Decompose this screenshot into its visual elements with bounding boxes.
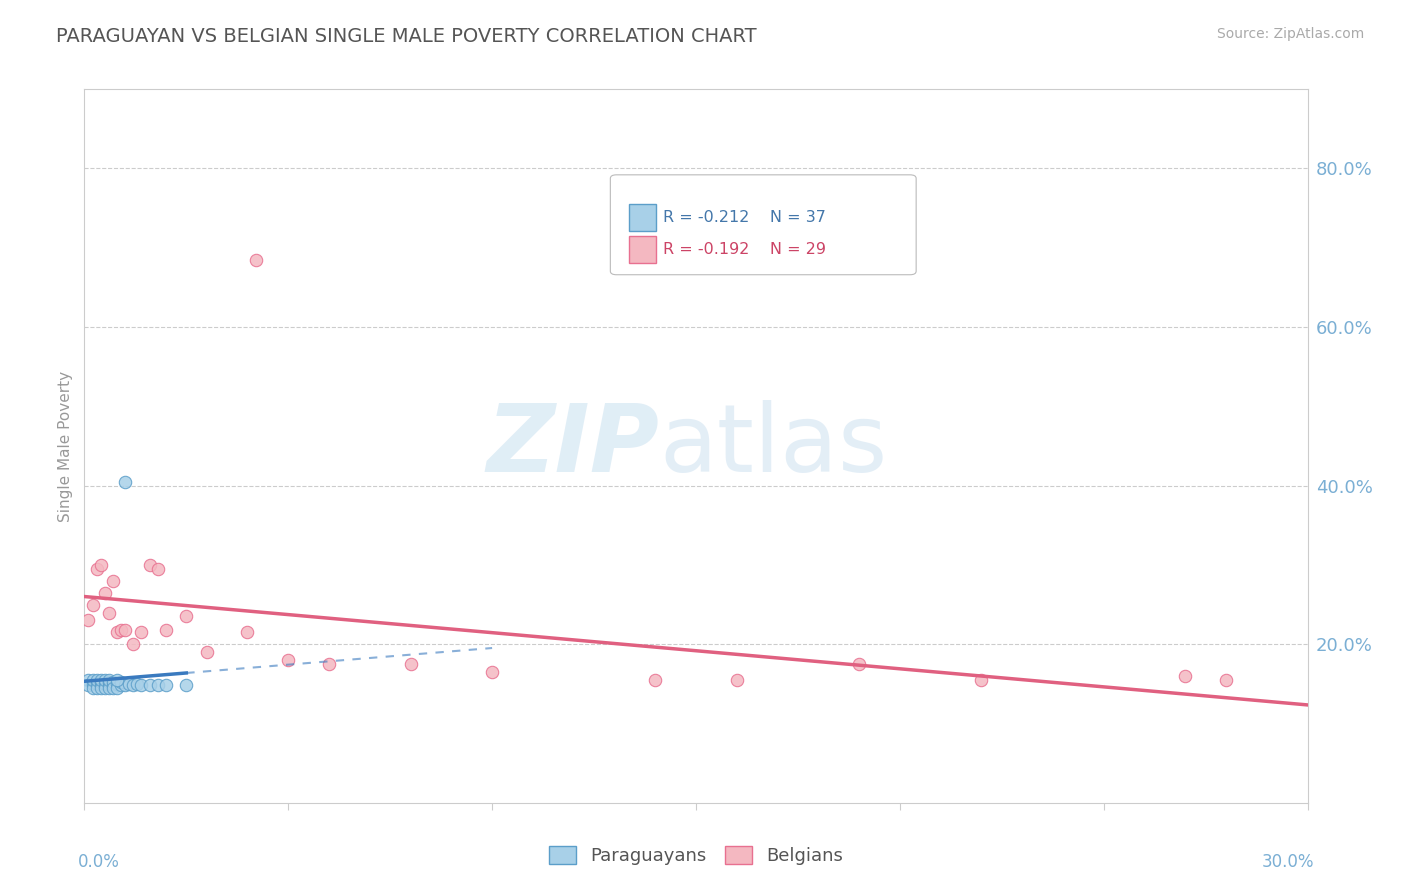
Point <box>118 677 141 691</box>
Y-axis label: Single Male Poverty: Single Male Poverty <box>58 370 73 522</box>
Point <box>86 562 108 576</box>
Point <box>195 645 218 659</box>
Point <box>127 677 149 691</box>
Point <box>138 678 160 692</box>
Text: 0.0%: 0.0% <box>79 853 120 871</box>
Point <box>725 673 748 687</box>
Point <box>644 673 666 687</box>
Point <box>236 625 259 640</box>
FancyBboxPatch shape <box>610 175 917 275</box>
Point <box>77 678 100 692</box>
Bar <box>628 236 655 263</box>
Text: Source: ZipAtlas.com: Source: ZipAtlas.com <box>1216 27 1364 41</box>
Point <box>93 673 117 687</box>
Point <box>93 681 117 695</box>
Point <box>848 657 870 671</box>
Point <box>245 252 267 267</box>
Point <box>122 678 145 692</box>
Point <box>146 562 169 576</box>
Point <box>970 673 993 687</box>
Point <box>105 625 128 640</box>
Text: PARAGUAYAN VS BELGIAN SINGLE MALE POVERTY CORRELATION CHART: PARAGUAYAN VS BELGIAN SINGLE MALE POVERT… <box>56 27 756 45</box>
Point <box>97 678 120 692</box>
Point <box>90 678 112 692</box>
Text: R = -0.192    N = 29: R = -0.192 N = 29 <box>664 243 825 257</box>
Text: R = -0.212    N = 37: R = -0.212 N = 37 <box>664 211 825 225</box>
Point <box>101 574 124 588</box>
Legend: Paraguayans, Belgians: Paraguayans, Belgians <box>541 838 851 872</box>
Point <box>110 623 132 637</box>
Point <box>77 614 100 628</box>
Point <box>122 637 145 651</box>
Point <box>101 678 124 692</box>
Point <box>176 609 198 624</box>
Text: 30.0%: 30.0% <box>1261 853 1313 871</box>
Point <box>93 585 117 599</box>
Point <box>131 678 153 692</box>
Point <box>97 673 120 687</box>
Point <box>86 681 108 695</box>
Point <box>101 681 124 695</box>
Point <box>86 673 108 687</box>
Point <box>90 681 112 695</box>
Point <box>82 673 104 687</box>
Point <box>318 657 340 671</box>
Point <box>105 677 128 691</box>
Point <box>155 678 177 692</box>
Point <box>82 598 104 612</box>
Point <box>481 665 503 679</box>
Point <box>101 675 124 690</box>
Point <box>131 625 153 640</box>
Text: atlas: atlas <box>659 400 887 492</box>
Point <box>77 673 100 687</box>
Point <box>399 657 422 671</box>
Point <box>114 623 136 637</box>
Point <box>114 475 136 489</box>
Point <box>93 677 117 691</box>
Point <box>155 623 177 637</box>
Point <box>110 678 132 692</box>
Point <box>90 558 112 572</box>
Point <box>105 681 128 695</box>
Point <box>176 678 198 692</box>
Point <box>277 653 299 667</box>
Point <box>1215 673 1237 687</box>
Point <box>90 675 112 690</box>
Point <box>97 675 120 690</box>
Point <box>86 677 108 691</box>
Point <box>146 678 169 692</box>
Point <box>82 681 104 695</box>
Point <box>138 558 160 572</box>
Point <box>97 606 120 620</box>
Text: ZIP: ZIP <box>486 400 659 492</box>
Bar <box>628 204 655 231</box>
Point <box>90 673 112 687</box>
Point <box>82 677 104 691</box>
Point <box>110 675 132 690</box>
Point <box>114 678 136 692</box>
Point <box>105 673 128 687</box>
Point <box>97 681 120 695</box>
Point <box>1174 669 1197 683</box>
